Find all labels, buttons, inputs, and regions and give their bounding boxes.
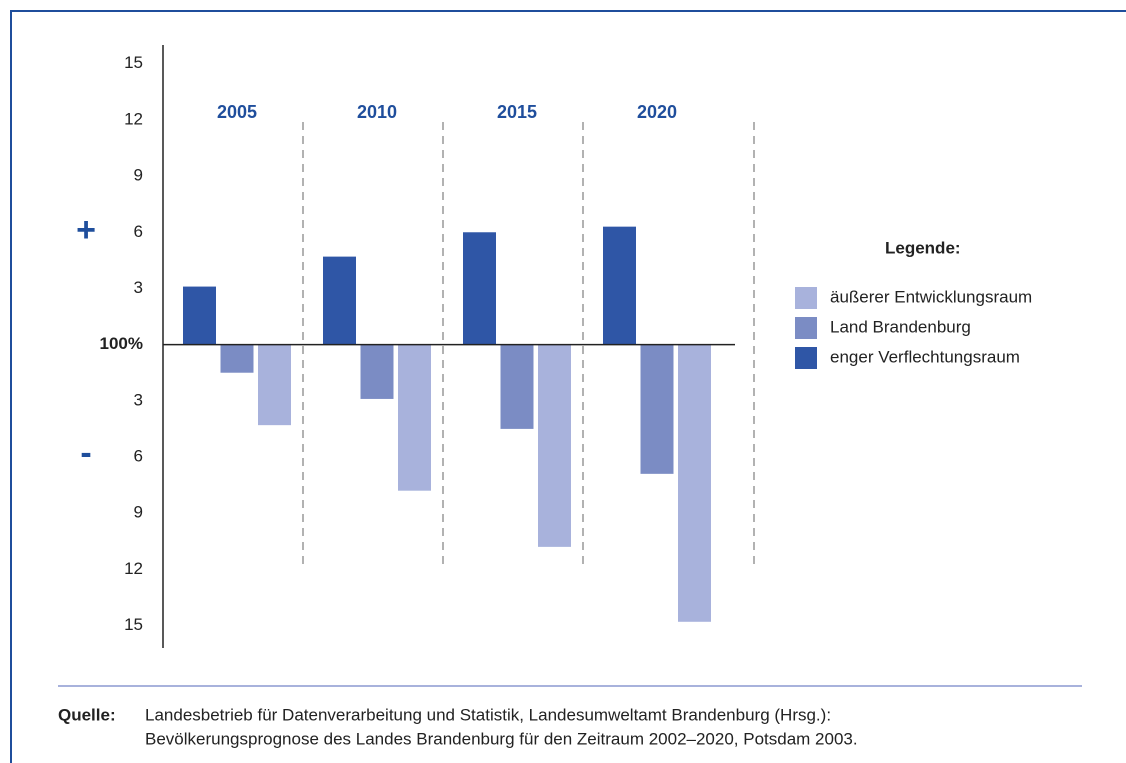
source-line: Landesbetrieb für Datenverarbeitung und … <box>145 705 831 724</box>
legend-swatch <box>795 317 817 339</box>
legend-label: Land Brandenburg <box>830 317 971 336</box>
y-tick-label: 3 <box>134 278 143 297</box>
category-label: 2020 <box>637 102 677 122</box>
legend-swatch <box>795 287 817 309</box>
bar <box>603 226 636 345</box>
y-tick-label: 15 <box>124 615 143 634</box>
bar <box>258 344 291 426</box>
plus-sign: + <box>76 211 96 249</box>
source-line: Bevölkerungsprognose des Landes Brandenb… <box>145 729 858 748</box>
bar <box>538 344 571 547</box>
y-tick-label: 9 <box>134 503 143 522</box>
bar <box>220 344 254 373</box>
legend-label: enger Verflechtungsraum <box>830 347 1020 366</box>
category-label: 2005 <box>217 102 257 122</box>
bar <box>500 344 534 429</box>
bar <box>463 232 496 345</box>
bar <box>640 344 674 474</box>
y-tick-label: 6 <box>134 222 143 241</box>
y-tick-label: 3 <box>134 390 143 409</box>
category-label: 2015 <box>497 102 537 122</box>
legend-label: äußerer Entwicklungsraum <box>830 287 1032 306</box>
y-tick-label: 12 <box>124 559 143 578</box>
legend-title: Legende: <box>885 238 961 257</box>
bar <box>398 344 431 491</box>
y-tick-label: 100% <box>100 334 143 353</box>
y-tick-label: 9 <box>134 166 143 185</box>
bar <box>323 256 356 345</box>
y-tick-label: 12 <box>124 109 143 128</box>
bar <box>183 286 216 345</box>
y-tick-label: 15 <box>124 53 143 72</box>
legend-swatch <box>795 347 817 369</box>
bar <box>678 344 711 622</box>
y-tick-label: 6 <box>134 446 143 465</box>
bar <box>360 344 394 399</box>
category-label: 2010 <box>357 102 397 122</box>
minus-sign: - <box>80 434 91 472</box>
source-label: Quelle: <box>58 705 116 724</box>
